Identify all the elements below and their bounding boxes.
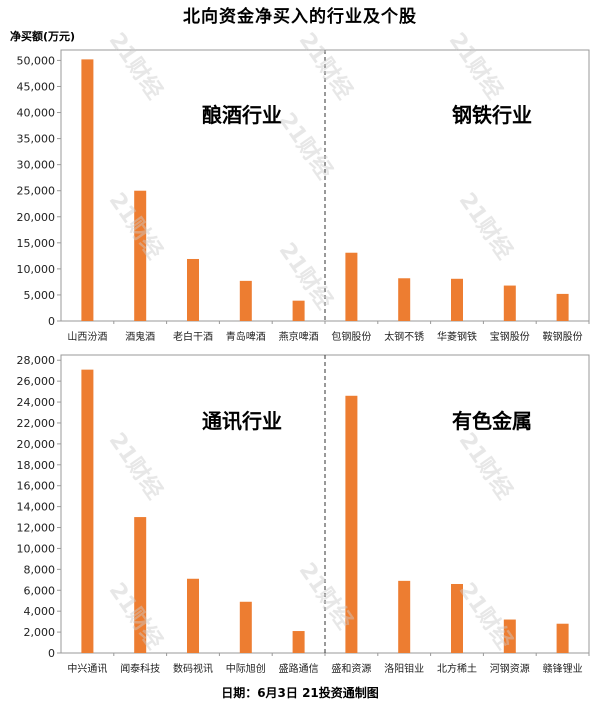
- y-tick-label: 15,000: [17, 237, 56, 250]
- bar-5: [292, 631, 305, 653]
- y-tick-label: 8,000: [24, 563, 56, 576]
- bar-7: [398, 278, 411, 321]
- watermark-logo: 21财经: [274, 108, 338, 184]
- x-tick-label: 北方稀土: [437, 662, 477, 675]
- bar-3: [187, 258, 199, 321]
- y-tick-label: 45,000: [17, 80, 56, 93]
- x-tick-label: 酒鬼酒: [125, 330, 155, 343]
- watermark-logo: 21财经: [274, 238, 338, 314]
- x-tick-label: 盛路通信: [279, 662, 319, 675]
- sector-label: 有色金属: [452, 409, 532, 433]
- y-tick-label: 20,000: [17, 438, 56, 451]
- x-tick-label: 洛阳钼业: [384, 662, 424, 675]
- sector-label: 通讯行业: [202, 409, 282, 433]
- watermark-logo: 21财经: [454, 188, 518, 264]
- x-tick-label: 青岛啤酒: [226, 330, 266, 343]
- bar-2: [134, 517, 147, 653]
- y-tick-label: 35,000: [17, 133, 56, 146]
- bar-4: [239, 280, 252, 321]
- x-tick-label: 中兴通讯: [67, 662, 107, 675]
- footer-note: 日期：6月3日 21投资通制图: [221, 686, 379, 700]
- y-tick-label: 50,000: [17, 54, 56, 67]
- bar-9: [503, 285, 516, 321]
- y-tick-label: 18,000: [17, 459, 56, 472]
- x-tick-label: 盛和资源: [331, 662, 371, 675]
- watermark-logo: 21财经: [294, 28, 358, 104]
- y-tick-label: 10,000: [17, 263, 56, 276]
- x-tick-label: 鞍钢股份: [543, 330, 583, 343]
- watermark-logo: 21财经: [104, 428, 168, 504]
- bar-2: [134, 190, 147, 321]
- bar-6: [345, 252, 358, 321]
- bar-8: [451, 278, 463, 321]
- bar-7: [398, 580, 411, 653]
- bar-1: [81, 59, 94, 321]
- y-tick-label: 6,000: [24, 584, 56, 597]
- watermark-logo: 21财经: [444, 28, 508, 104]
- y-tick-label: 25,000: [17, 185, 56, 198]
- bar-5: [292, 300, 305, 321]
- chart-title: 北向资金净买入的行业及个股: [183, 7, 417, 27]
- x-tick-label: 河钢资源: [490, 662, 530, 675]
- x-tick-label: 宝钢股份: [490, 330, 530, 343]
- bar-8: [451, 583, 463, 653]
- x-tick-label: 太钢不锈: [384, 330, 424, 343]
- x-tick-label: 数码视讯: [173, 662, 213, 675]
- y-tick-label: 0: [48, 315, 55, 328]
- y-tick-label: 2,000: [24, 626, 56, 639]
- y-tick-label: 0: [48, 647, 55, 660]
- bar-10: [556, 623, 569, 653]
- y-tick-label: 30,000: [17, 159, 56, 172]
- x-tick-label: 中际旭创: [226, 662, 266, 675]
- x-tick-label: 燕京啤酒: [279, 330, 319, 343]
- y-tick-label: 28,000: [17, 354, 56, 367]
- y-tick-label: 12,000: [17, 522, 56, 535]
- bar-1: [81, 369, 94, 653]
- bar-6: [345, 395, 358, 653]
- watermark-logo: 21财经: [454, 428, 518, 504]
- y-axis-label: 净买额(万元): [10, 30, 76, 43]
- x-tick-label: 闻泰科技: [120, 662, 160, 675]
- bar-10: [556, 293, 569, 321]
- y-tick-label: 5,000: [24, 289, 56, 302]
- sector-label: 钢铁行业: [452, 103, 532, 127]
- y-tick-label: 20,000: [17, 211, 56, 224]
- y-tick-label: 14,000: [17, 501, 56, 514]
- y-tick-label: 10,000: [17, 542, 56, 555]
- x-tick-label: 赣锋锂业: [543, 662, 583, 675]
- y-tick-label: 22,000: [17, 417, 56, 430]
- y-tick-label: 40,000: [17, 107, 56, 120]
- sector-label: 酿酒行业: [202, 103, 282, 127]
- bar-4: [239, 601, 252, 653]
- bar-9: [503, 619, 516, 653]
- y-tick-label: 16,000: [17, 480, 56, 493]
- watermark-logo: 21财经: [454, 578, 518, 654]
- watermark-logo: 21财经: [104, 28, 168, 104]
- x-tick-label: 包钢股份: [331, 330, 371, 343]
- x-tick-label: 华菱钢铁: [437, 330, 477, 343]
- y-tick-label: 26,000: [17, 375, 56, 388]
- y-tick-label: 24,000: [17, 396, 56, 409]
- x-tick-label: 老白干酒: [173, 330, 213, 343]
- y-tick-label: 4,000: [24, 605, 56, 618]
- x-tick-label: 山西汾酒: [67, 331, 107, 343]
- bar-3: [187, 578, 199, 653]
